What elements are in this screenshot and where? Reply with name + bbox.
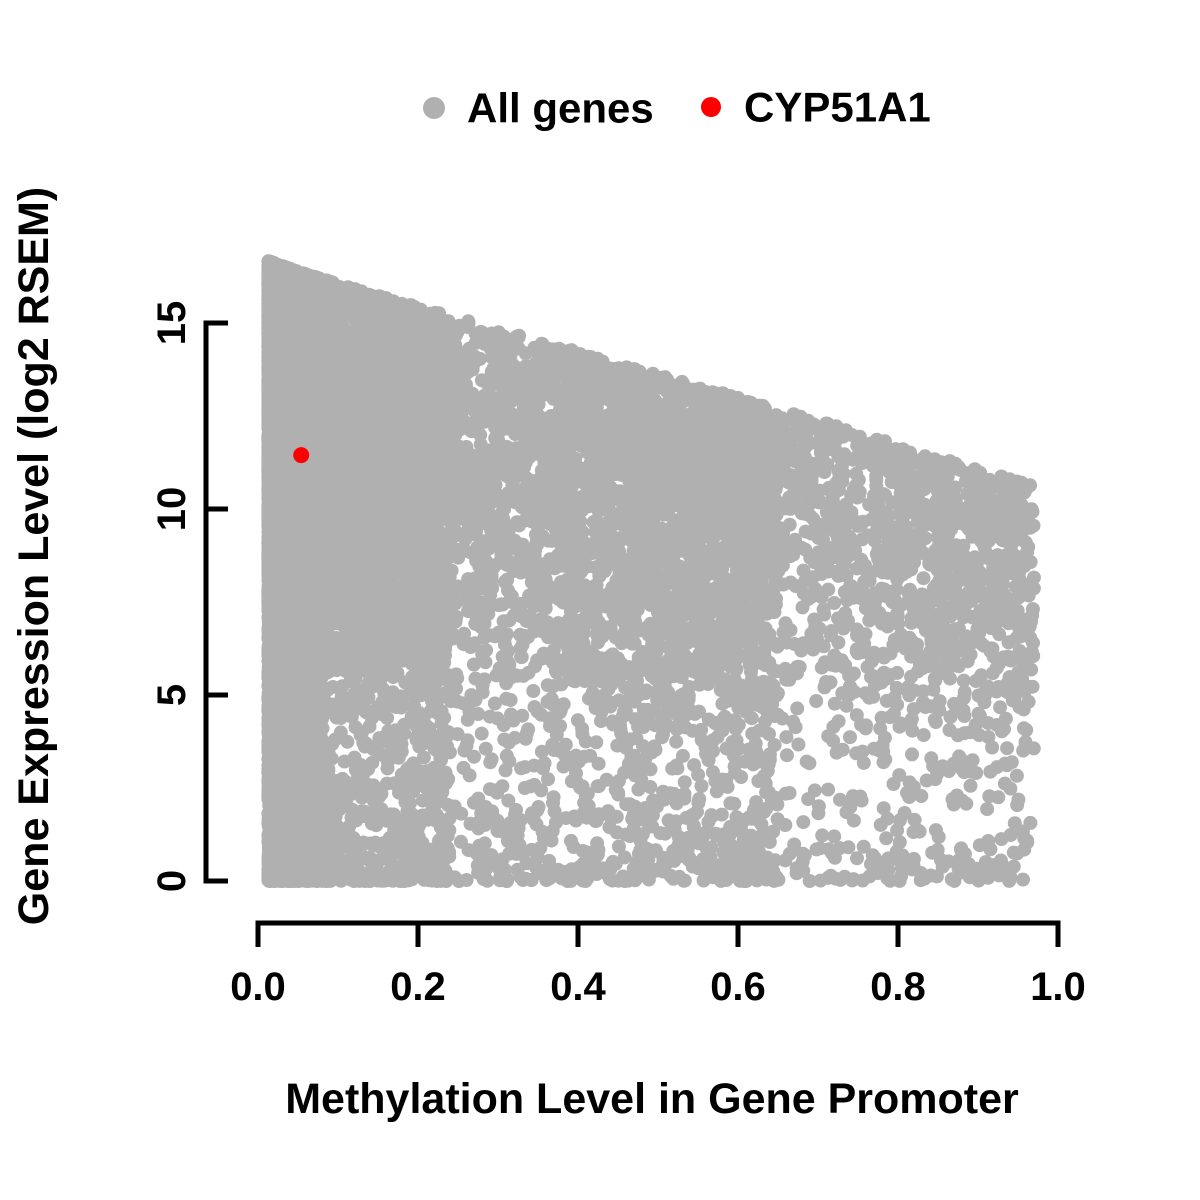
y-axis-line (203, 320, 228, 884)
x-tick-label-06: 0.6 (710, 965, 766, 1009)
legend-label-all-genes: All genes (467, 85, 654, 132)
y-axis (203, 320, 228, 884)
x-tick-label-10: 1.0 (1030, 965, 1086, 1009)
y-axis-tick-labels: 15 10 5 0 (150, 301, 194, 892)
series-cyp51a1-point (293, 447, 310, 464)
y-tick-label-15: 15 (150, 301, 194, 346)
y-axis-title: Gene Expression Level (log2 RSEM) (10, 187, 58, 925)
y-tick-label-10: 10 (150, 487, 194, 532)
legend-label-cyp51a1: CYP51A1 (744, 84, 931, 131)
x-axis-line (255, 920, 1061, 947)
x-axis-title: Methylation Level in Gene Promoter (285, 1075, 1019, 1123)
x-tick-label-02: 0.2 (390, 965, 446, 1009)
x-axis (255, 920, 1061, 947)
x-tick-label-08: 0.8 (870, 965, 926, 1009)
x-axis-tick-labels: 0.0 0.2 0.4 0.6 0.8 1.0 (230, 965, 1086, 1009)
legend-marker-cyp51a1 (701, 97, 721, 117)
y-tick-label-0: 0 (150, 870, 194, 892)
y-tick-label-5: 5 (150, 684, 194, 706)
legend-marker-all-genes (423, 97, 445, 119)
series-all-genes-points (261, 254, 1041, 888)
x-tick-label-00: 0.0 (230, 965, 286, 1009)
x-tick-label-04: 0.4 (550, 965, 606, 1009)
legend: All genes CYP51A1 (423, 84, 931, 132)
